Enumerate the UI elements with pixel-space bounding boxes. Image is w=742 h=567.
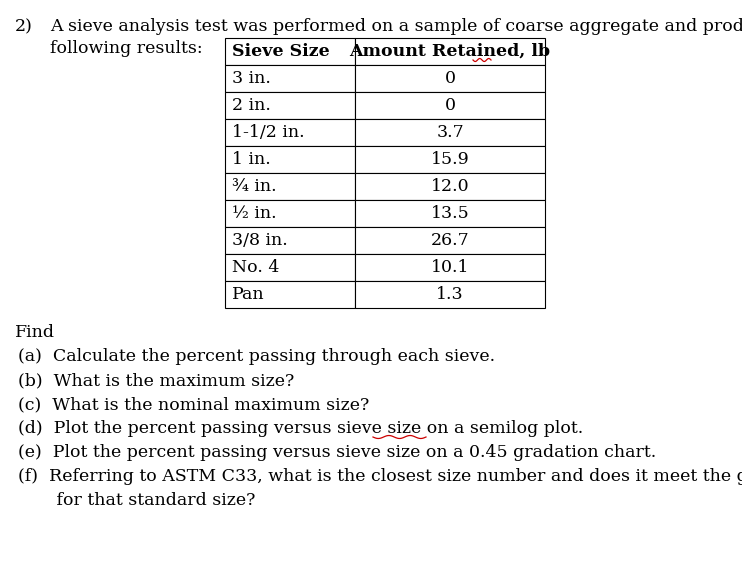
Text: Pan: Pan xyxy=(232,286,265,303)
Text: 2): 2) xyxy=(15,18,33,35)
Bar xyxy=(225,173,355,200)
Text: A sieve analysis test was performed on a sample of coarse aggregate and produced: A sieve analysis test was performed on a… xyxy=(50,18,742,35)
Text: 0: 0 xyxy=(444,70,456,87)
Text: ¾ in.: ¾ in. xyxy=(232,178,277,195)
Text: 26.7: 26.7 xyxy=(430,232,470,249)
Text: (a)  Calculate the percent passing through each sieve.: (a) Calculate the percent passing throug… xyxy=(18,348,495,365)
Bar xyxy=(225,281,355,308)
Text: 13.5: 13.5 xyxy=(430,205,470,222)
Text: 1.3: 1.3 xyxy=(436,286,464,303)
Text: (c)  What is the nominal maximum size?: (c) What is the nominal maximum size? xyxy=(18,396,370,413)
Bar xyxy=(355,146,545,173)
Text: (d)  Plot the percent passing versus sieve size on a semilog plot.: (d) Plot the percent passing versus siev… xyxy=(18,420,583,437)
Text: 3/8 in.: 3/8 in. xyxy=(232,232,288,249)
Text: for that standard size?: for that standard size? xyxy=(18,492,255,509)
Text: (e)  Plot the percent passing versus sieve size on a 0.45 gradation chart.: (e) Plot the percent passing versus siev… xyxy=(18,444,656,461)
Text: (f)  Referring to ASTM C33, what is the closest size number and does it meet the: (f) Referring to ASTM C33, what is the c… xyxy=(18,468,742,485)
Bar xyxy=(225,227,355,254)
Text: Sieve Size: Sieve Size xyxy=(232,43,329,60)
Text: 1-1/2 in.: 1-1/2 in. xyxy=(232,124,305,141)
Text: Amount Retained, lb: Amount Retained, lb xyxy=(349,43,551,60)
Bar xyxy=(355,119,545,146)
Text: No. 4: No. 4 xyxy=(232,259,280,276)
Bar xyxy=(225,146,355,173)
Bar xyxy=(355,65,545,92)
Text: ½ in.: ½ in. xyxy=(232,205,277,222)
Text: 3.7: 3.7 xyxy=(436,124,464,141)
Bar xyxy=(355,254,545,281)
Bar xyxy=(225,254,355,281)
Text: (b)  What is the maximum size?: (b) What is the maximum size? xyxy=(18,372,295,389)
Text: 15.9: 15.9 xyxy=(430,151,470,168)
Text: following results:: following results: xyxy=(50,40,203,57)
Bar xyxy=(225,38,355,65)
Text: 2 in.: 2 in. xyxy=(232,97,271,114)
Bar xyxy=(355,227,545,254)
Text: Find: Find xyxy=(15,324,55,341)
Text: 12.0: 12.0 xyxy=(430,178,469,195)
Text: 0: 0 xyxy=(444,97,456,114)
Bar xyxy=(355,92,545,119)
Bar xyxy=(225,92,355,119)
Bar xyxy=(225,65,355,92)
Bar xyxy=(355,200,545,227)
Text: 3 in.: 3 in. xyxy=(232,70,271,87)
Bar xyxy=(225,200,355,227)
Bar xyxy=(225,119,355,146)
Text: 1 in.: 1 in. xyxy=(232,151,271,168)
Text: 10.1: 10.1 xyxy=(431,259,469,276)
Bar xyxy=(355,38,545,65)
Bar xyxy=(355,281,545,308)
Bar xyxy=(355,173,545,200)
